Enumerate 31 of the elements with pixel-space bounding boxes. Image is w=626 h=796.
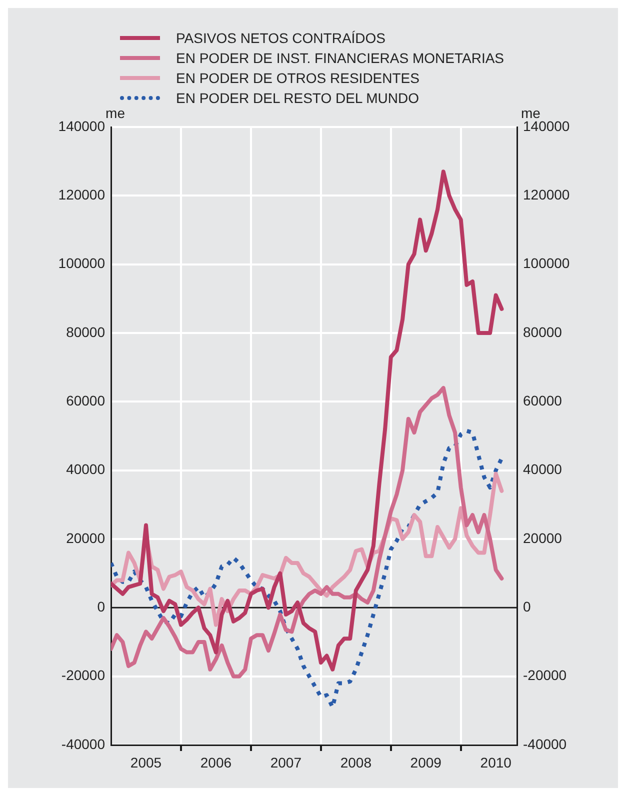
y-tick-label: -40000 [61,736,106,752]
legend-label: EN PODER DEL RESTO DEL MUNDO [176,90,419,106]
x-tick-label: 2005 [130,754,162,770]
y-tick-label: 40000 [66,461,106,478]
y-axis-title: me [106,104,126,121]
y2-tick-label: 120000 [523,186,570,203]
x-tick-label: 2007 [270,754,302,770]
legend-label: EN PODER DE INST. FINANCIERAS MONETARIAS [176,50,504,66]
x-tick-label: 2009 [410,754,442,770]
y2-tick-label: 0 [523,598,531,615]
x-tick-label: 2006 [200,754,232,770]
y2-tick-label: 20000 [523,530,562,546]
line-series [111,428,504,710]
legend-label: PASIVOS NETOS CONTRAÍDOS [176,30,386,46]
y-tick-label: 120000 [58,186,106,203]
legend-label: EN PODER DE OTROS RESIDENTES [176,70,420,86]
y2-tick-label: 80000 [523,324,562,340]
y-tick-label: 0 [97,598,106,615]
y-tick-label: 80000 [66,324,106,340]
y2-tick-label: 100000 [523,255,570,272]
y2-tick-label: 40000 [523,461,562,478]
y-tick-label: 60000 [66,392,106,409]
y-tick-label: 20000 [66,530,106,546]
x-tick-label: 2008 [340,754,372,770]
y-tick-label: 100000 [58,255,106,272]
y2-tick-label: -20000 [523,667,567,684]
y-tick-label: -20000 [61,667,106,684]
y2-tick-label: -40000 [523,736,567,752]
y2-tick-label: 60000 [523,392,562,409]
x-tick-label: 2010 [480,754,512,770]
y-tick-label: 140000 [58,118,106,134]
